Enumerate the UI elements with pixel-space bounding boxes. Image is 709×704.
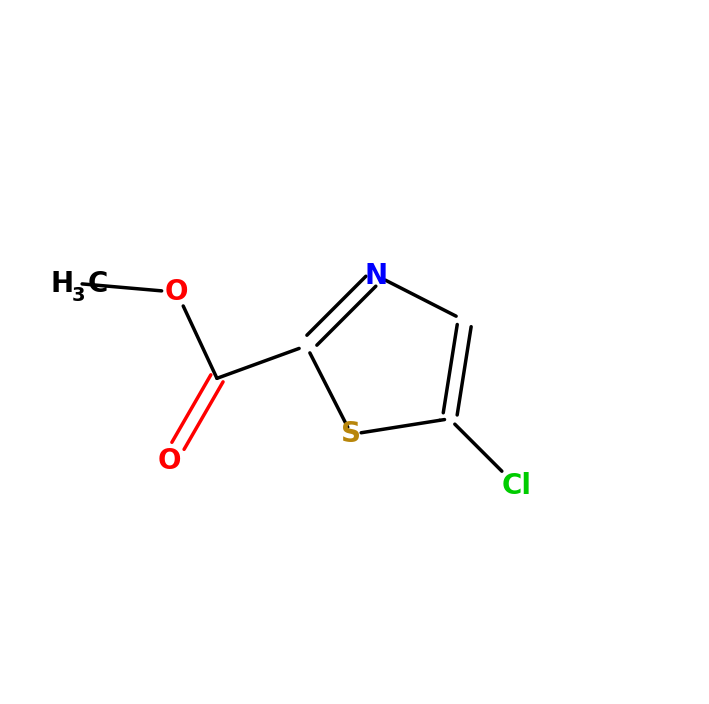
Text: S: S <box>341 420 362 448</box>
Text: H: H <box>51 270 74 298</box>
Text: N: N <box>365 262 388 289</box>
Text: C: C <box>87 270 108 298</box>
Text: 3: 3 <box>72 287 85 306</box>
Text: Cl: Cl <box>502 472 532 500</box>
Text: O: O <box>165 278 189 306</box>
Text: O: O <box>157 446 182 474</box>
